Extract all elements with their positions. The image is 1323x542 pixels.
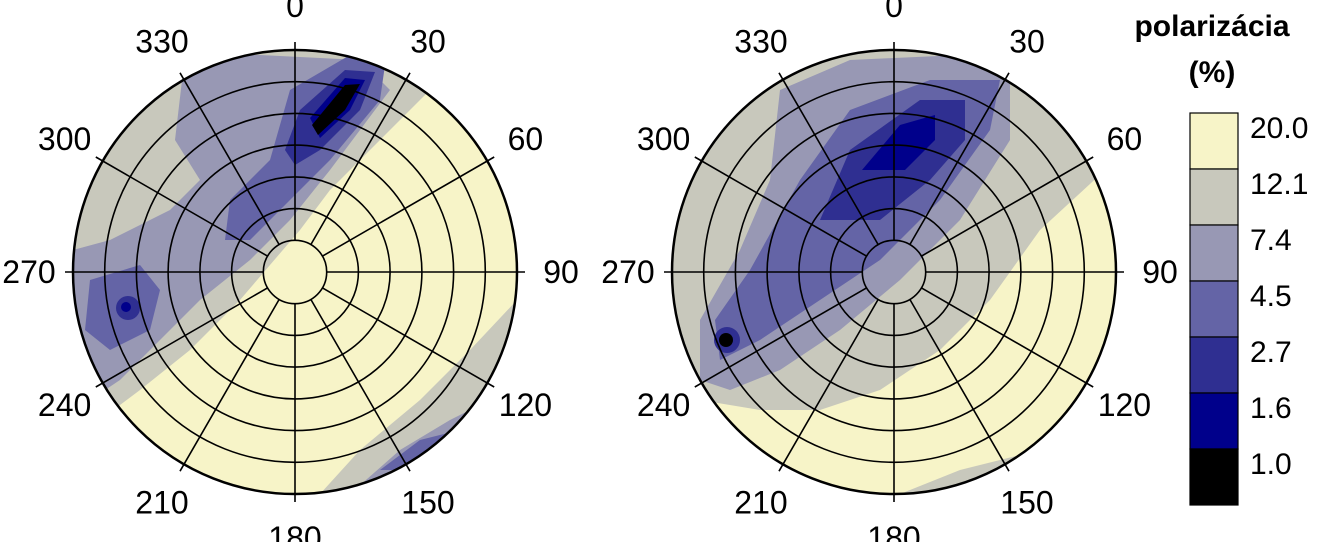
angle-label: 120	[1098, 387, 1151, 423]
angle-label: 0	[885, 0, 903, 24]
grid-spoke	[322, 287, 495, 388]
polar-grid-left: 0 30 60 90 120 150 180 210 240 270 300 330	[2, 0, 578, 542]
contour-level-0	[312, 84, 360, 135]
legend-swatch	[1189, 112, 1239, 170]
angle-label: 330	[734, 24, 787, 60]
legend-colorbar	[1189, 112, 1239, 506]
grid-spoke	[322, 156, 495, 257]
angle-label: 0	[286, 0, 304, 24]
legend-swatch	[1189, 280, 1239, 338]
grid-spoke	[778, 299, 879, 472]
polar-grid-right: 0 30 60 90 120 150 180 210 240 270 300 330	[601, 0, 1177, 542]
legend: polarizácia (%) 20.0 12.1 7.4 4.5 2.7 1.6 1.0	[1134, 10, 1308, 506]
angle-label: 270	[601, 254, 654, 290]
legend-tick-label: 1.6	[1250, 392, 1292, 425]
contour-level-0-spot	[719, 333, 733, 347]
grid-spoke	[95, 287, 268, 388]
legend-title-line2: (%)	[1189, 56, 1236, 89]
grid-spoke	[921, 156, 1094, 257]
grid-spoke	[909, 299, 1010, 472]
angle-label: 30	[410, 24, 446, 60]
legend-swatch	[1189, 336, 1239, 394]
polar-plot-right: 0 30 60 90 120 150 180 210 240 270 300 330	[601, 0, 1177, 542]
legend-tick-label: 7.4	[1250, 224, 1292, 257]
legend-swatch	[1189, 224, 1239, 282]
legend-tick-label: 2.7	[1250, 336, 1292, 369]
grid-spoke	[179, 72, 280, 245]
angle-label: 150	[1000, 484, 1053, 520]
grid-spoke	[694, 156, 867, 257]
legend-tick-label: 12.1	[1250, 168, 1308, 201]
angle-label: 60	[1107, 121, 1143, 157]
legend-title-line1: polarizácia	[1134, 10, 1289, 43]
angle-label: 270	[2, 254, 55, 290]
legend-tick-label: 4.5	[1250, 280, 1292, 313]
grid-spoke	[95, 156, 268, 257]
legend-ticks: 20.0 12.1 7.4 4.5 2.7 1.6 1.0	[1250, 112, 1308, 481]
angle-label: 30	[1009, 24, 1045, 60]
legend-swatch	[1189, 168, 1239, 226]
angle-label: 300	[38, 121, 91, 157]
angle-label: 90	[543, 254, 579, 290]
angle-label: 60	[508, 121, 544, 157]
contour-level-0-spot	[121, 302, 131, 312]
angle-label: 90	[1142, 254, 1178, 290]
legend-swatch	[1189, 448, 1239, 506]
grid-spoke	[310, 72, 411, 245]
contour-level-1	[862, 115, 935, 170]
grid-spoke	[909, 72, 1010, 245]
angle-label: 210	[135, 484, 188, 520]
angle-label: 240	[38, 387, 91, 423]
angle-label: 180	[268, 520, 321, 542]
grid-spoke	[310, 299, 411, 472]
angle-label: 300	[637, 121, 690, 157]
grid-spoke	[179, 299, 280, 472]
legend-tick-label: 20.0	[1250, 112, 1308, 145]
grid-spoke	[694, 287, 867, 388]
angle-label: 330	[135, 24, 188, 60]
legend-swatch	[1189, 392, 1239, 450]
grid-spoke	[778, 72, 879, 245]
grid-spoke	[921, 287, 1094, 388]
legend-tick-label: 1.0	[1250, 448, 1292, 481]
angle-label: 240	[637, 387, 690, 423]
polar-plot-left: 0 30 60 90 120 150 180 210 240 270 300 330	[2, 0, 578, 542]
angle-label: 210	[734, 484, 787, 520]
angle-label: 180	[867, 520, 920, 542]
angle-label: 150	[401, 484, 454, 520]
angle-label: 120	[499, 387, 552, 423]
